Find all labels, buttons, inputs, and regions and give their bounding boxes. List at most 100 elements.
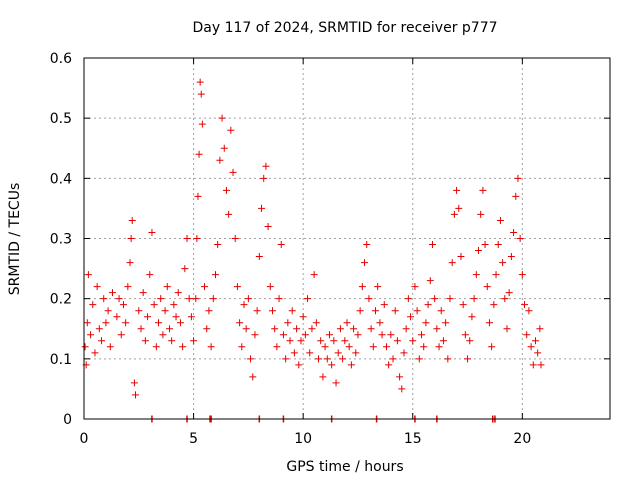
data-point [514,174,522,182]
data-point [418,331,426,339]
data-point [198,120,206,128]
data-point [341,337,349,345]
data-point [220,144,228,152]
data-point [396,373,404,381]
data-point [499,259,507,267]
data-point [516,235,524,242]
data-point [466,337,474,345]
data-point [477,210,485,218]
x-axis-label: GPS time / hours [286,459,403,475]
data-point [455,204,463,212]
data-point [356,307,364,315]
data-point [174,289,182,297]
data-point [343,319,351,327]
data-point [382,343,390,351]
data-point [266,283,274,291]
data-point [358,283,366,291]
data-point [187,313,195,321]
data-point [450,210,458,218]
data-point [225,210,233,218]
data-point [293,325,301,333]
data-point [93,283,101,291]
data-point [378,331,386,339]
data-point [253,307,261,315]
data-point [117,331,125,339]
data-point [352,349,360,357]
x-axis-ticks: 0 5 10 15 20 [80,58,531,447]
y-tick-label: 0 [63,412,72,428]
data-point [141,337,149,345]
data-point [277,241,285,249]
data-point [179,343,187,351]
data-point [100,295,108,303]
data-point [304,295,312,303]
data-point [413,307,421,315]
data-point [236,319,244,327]
data-point [98,337,106,345]
data-point [255,253,263,261]
data-point [249,373,257,381]
y-tick-label: 0.4 [50,171,72,187]
data-point [212,271,219,279]
data-point [488,343,496,351]
data-point [387,331,395,339]
data-point [209,295,217,303]
data-point [205,307,213,315]
data-point [308,325,316,333]
data-point [350,325,358,333]
data-point [446,295,454,303]
data-point [115,295,123,303]
data-point [84,271,92,279]
data-point [361,259,369,267]
data-point [150,301,158,309]
data-point [400,349,408,357]
data-point [453,186,461,194]
data-point [122,319,130,327]
data-point [81,343,89,351]
data-point [464,355,472,363]
data-point [168,337,176,345]
data-point [195,150,203,158]
data-point [104,307,112,315]
data-point [376,319,384,327]
y-tick-label: 0.5 [50,111,72,127]
data-point [290,349,298,357]
data-point [323,355,331,363]
data-point [83,319,91,327]
data-point [181,265,189,273]
data-point [321,343,329,351]
data-point [216,156,224,164]
data-point [334,349,342,357]
data-point [512,192,520,200]
data-point [163,283,171,291]
data-point [336,325,344,333]
data-point [385,361,393,369]
data-point [518,271,526,279]
data-point [345,343,353,351]
data-point [527,343,535,351]
data-point [534,349,542,357]
data-point [439,337,447,345]
data-point [521,301,529,309]
data-point [494,241,502,249]
data-point [426,277,434,285]
data-point [172,313,180,321]
data-point [251,331,259,339]
data-point [144,313,152,321]
data-point [194,192,202,200]
data-point [299,313,307,321]
data-point [496,216,504,224]
data-point [295,361,303,369]
data-point [231,235,239,242]
data-point [190,337,198,345]
data-point [137,325,145,333]
data-point [371,307,379,315]
data-point [444,355,452,363]
y-tick-label: 0.2 [50,292,72,308]
data-point [264,222,272,230]
data-point [242,325,250,333]
data-point [448,259,456,267]
data-point [407,313,415,321]
data-point [176,319,184,327]
